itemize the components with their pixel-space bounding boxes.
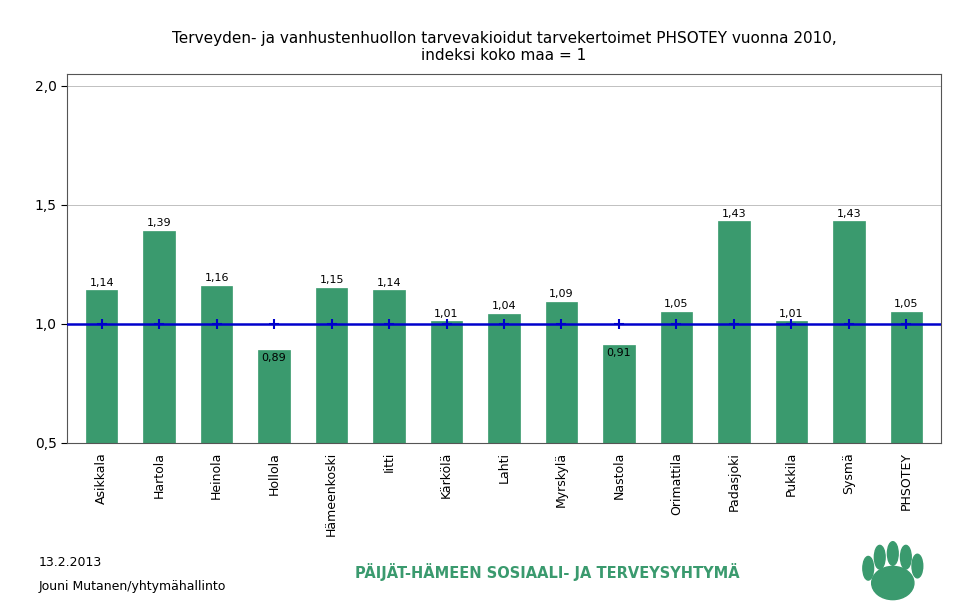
Bar	[258, 350, 290, 443]
Text: 0,89: 0,89	[262, 353, 286, 363]
Bar	[201, 286, 232, 443]
Bar	[776, 322, 807, 443]
Text: 1,04: 1,04	[492, 301, 516, 311]
Text: 1,43: 1,43	[836, 208, 861, 218]
Text: 0,91: 0,91	[607, 348, 632, 358]
Text: PÄIJÄT-HÄMEEN SOSIAALI- JA TERVEYSYHTYMÄ: PÄIJÄT-HÄMEEN SOSIAALI- JA TERVEYSYHTYMÄ	[355, 563, 740, 581]
Bar	[316, 288, 348, 443]
Ellipse shape	[863, 557, 874, 580]
Ellipse shape	[912, 554, 923, 578]
Bar	[431, 322, 463, 443]
Title: Terveyden- ja vanhustenhuollon tarvevakioidut tarvekertoimet PHSOTEY vuonna 2010: Terveyden- ja vanhustenhuollon tarvevaki…	[172, 31, 836, 63]
Bar	[660, 312, 692, 443]
Text: 13.2.2013: 13.2.2013	[38, 556, 102, 569]
Text: 1,14: 1,14	[89, 277, 114, 288]
Text: 1,16: 1,16	[204, 273, 228, 283]
Text: 1,15: 1,15	[320, 275, 344, 285]
Ellipse shape	[887, 542, 899, 565]
Bar	[603, 345, 635, 443]
Text: 1,05: 1,05	[894, 299, 919, 309]
Text: 1,43: 1,43	[722, 208, 746, 218]
Ellipse shape	[900, 546, 911, 569]
Text: 1,14: 1,14	[376, 277, 401, 288]
Text: 1,09: 1,09	[549, 290, 574, 300]
Text: 1,01: 1,01	[780, 309, 804, 319]
Bar	[718, 221, 750, 443]
Bar	[143, 231, 175, 443]
Text: 1,39: 1,39	[147, 218, 172, 228]
Bar	[489, 314, 519, 443]
Bar	[373, 290, 405, 443]
Bar	[833, 221, 865, 443]
Bar	[85, 290, 117, 443]
Text: 1,01: 1,01	[434, 309, 459, 319]
Bar	[545, 303, 577, 443]
Text: 1,05: 1,05	[664, 299, 688, 309]
Text: Jouni Mutanen/yhtymähallinto: Jouni Mutanen/yhtymähallinto	[38, 581, 226, 593]
Ellipse shape	[875, 546, 885, 569]
Ellipse shape	[872, 566, 914, 600]
Bar	[891, 312, 923, 443]
